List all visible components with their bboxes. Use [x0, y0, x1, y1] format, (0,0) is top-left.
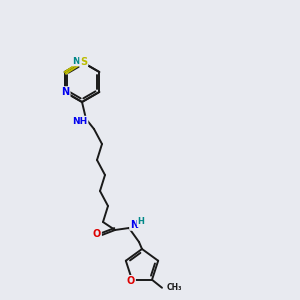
Text: N: N [61, 87, 70, 97]
Text: NH: NH [72, 56, 88, 65]
Text: O: O [127, 276, 135, 286]
Text: H: H [138, 218, 144, 226]
Text: S: S [80, 57, 87, 67]
Text: CH₃: CH₃ [167, 283, 182, 292]
Text: O: O [93, 229, 101, 239]
Text: N: N [130, 220, 138, 230]
Text: NH: NH [72, 116, 88, 125]
